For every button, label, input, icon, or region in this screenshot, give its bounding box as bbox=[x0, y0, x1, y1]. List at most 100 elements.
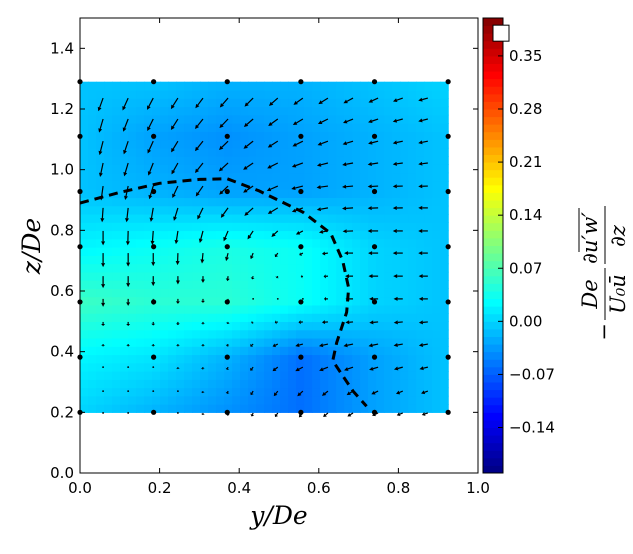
colorbar-segment bbox=[483, 238, 503, 246]
contour-cell bbox=[80, 206, 89, 215]
contour-cell bbox=[88, 123, 97, 132]
contour-cell bbox=[112, 396, 121, 405]
contour-cell bbox=[440, 338, 449, 347]
contour-cell bbox=[264, 115, 273, 124]
contour-cell bbox=[272, 106, 281, 115]
contour-cell bbox=[128, 82, 137, 91]
contour-cell bbox=[240, 354, 249, 363]
quiver-arrow bbox=[323, 413, 328, 417]
contour-cell bbox=[288, 189, 297, 198]
contour-cell bbox=[224, 156, 233, 165]
contour-cell bbox=[232, 214, 241, 223]
contour-cell bbox=[344, 214, 353, 223]
contour-cell bbox=[280, 123, 289, 132]
colorbar-segment bbox=[483, 109, 503, 117]
contour-cell bbox=[400, 222, 409, 231]
contour-cell bbox=[128, 264, 137, 273]
contour-cell bbox=[304, 363, 313, 372]
contour-cell bbox=[392, 396, 401, 405]
contour-cell bbox=[248, 288, 257, 297]
contour-cell bbox=[408, 164, 417, 173]
contour-cell bbox=[264, 148, 273, 157]
contour-cell bbox=[160, 330, 169, 339]
contour-cell bbox=[384, 106, 393, 115]
contour-cell bbox=[312, 131, 321, 140]
contour-cell bbox=[88, 247, 97, 256]
contour-cell bbox=[128, 313, 137, 322]
contour-cell bbox=[208, 123, 217, 132]
contour-cell bbox=[352, 230, 361, 239]
contour-cell bbox=[384, 396, 393, 405]
contour-cell bbox=[248, 148, 257, 157]
contour-cell bbox=[384, 354, 393, 363]
contour-cell bbox=[320, 148, 329, 157]
contour-cell bbox=[360, 173, 369, 182]
contour-cell bbox=[256, 354, 265, 363]
contour-cell bbox=[168, 346, 177, 355]
contour-cell bbox=[136, 338, 145, 347]
contour-cell bbox=[192, 90, 201, 99]
contour-cell bbox=[384, 206, 393, 215]
contour-cell bbox=[408, 330, 417, 339]
colorbar-segment bbox=[483, 405, 503, 413]
contour-cell bbox=[256, 330, 265, 339]
contour-cell bbox=[88, 189, 97, 198]
contour-cell bbox=[432, 123, 441, 132]
contour-cell bbox=[328, 82, 337, 91]
contour-cell bbox=[408, 264, 417, 273]
colorbar-segment bbox=[483, 215, 503, 223]
contour-cell bbox=[280, 82, 289, 91]
contour-cell bbox=[384, 404, 393, 413]
contour-cell bbox=[120, 230, 129, 239]
contour-cell bbox=[240, 272, 249, 281]
contour-cell bbox=[368, 123, 377, 132]
contour-cell bbox=[136, 156, 145, 165]
contour-cell bbox=[288, 131, 297, 140]
contour-cell bbox=[208, 255, 217, 264]
contour-cell bbox=[344, 148, 353, 157]
colorbar-segment bbox=[483, 101, 503, 109]
contour-cell bbox=[328, 222, 337, 231]
contour-cell bbox=[160, 214, 169, 223]
contour-cell bbox=[400, 214, 409, 223]
contour-cell bbox=[216, 305, 225, 314]
contour-cell bbox=[120, 346, 129, 355]
contour-cell bbox=[408, 338, 417, 347]
contour-cell bbox=[176, 388, 185, 397]
contour-cell bbox=[328, 396, 337, 405]
contour-cell bbox=[104, 239, 113, 248]
contour-cell bbox=[288, 305, 297, 314]
contour-cell bbox=[392, 239, 401, 248]
contour-cell bbox=[416, 197, 425, 206]
colorbar-label-frac2-den: ∂z bbox=[606, 224, 630, 247]
contour-cell bbox=[104, 82, 113, 91]
contour-cell bbox=[424, 338, 433, 347]
contour-cell bbox=[432, 115, 441, 124]
contour-cell bbox=[264, 90, 273, 99]
contour-cell bbox=[240, 82, 249, 91]
colorbar-segment bbox=[483, 420, 503, 428]
contour-cell bbox=[192, 313, 201, 322]
contour-cell bbox=[312, 338, 321, 347]
contour-cell bbox=[360, 164, 369, 173]
contour-cell bbox=[216, 354, 225, 363]
contour-cell bbox=[160, 363, 169, 372]
contour-cell bbox=[392, 354, 401, 363]
colorbar-ticks: 0.350.280.210.140.070.00−0.07−0.14 bbox=[498, 47, 555, 437]
contour-cell bbox=[104, 148, 113, 157]
contour-cell bbox=[440, 288, 449, 297]
contour-cell bbox=[280, 338, 289, 347]
contour-cell bbox=[144, 363, 153, 372]
contour-cell bbox=[376, 173, 385, 182]
contour-cell bbox=[432, 396, 441, 405]
contour-cell bbox=[80, 222, 89, 231]
contour-cell bbox=[280, 206, 289, 215]
contour-cell bbox=[424, 222, 433, 231]
contour-cell bbox=[128, 140, 137, 149]
contour-cell bbox=[112, 297, 121, 306]
contour-cell bbox=[288, 313, 297, 322]
contour-cell bbox=[248, 214, 257, 223]
contour-cell bbox=[392, 305, 401, 314]
contour-cell bbox=[88, 354, 97, 363]
contour-cell bbox=[128, 379, 137, 388]
